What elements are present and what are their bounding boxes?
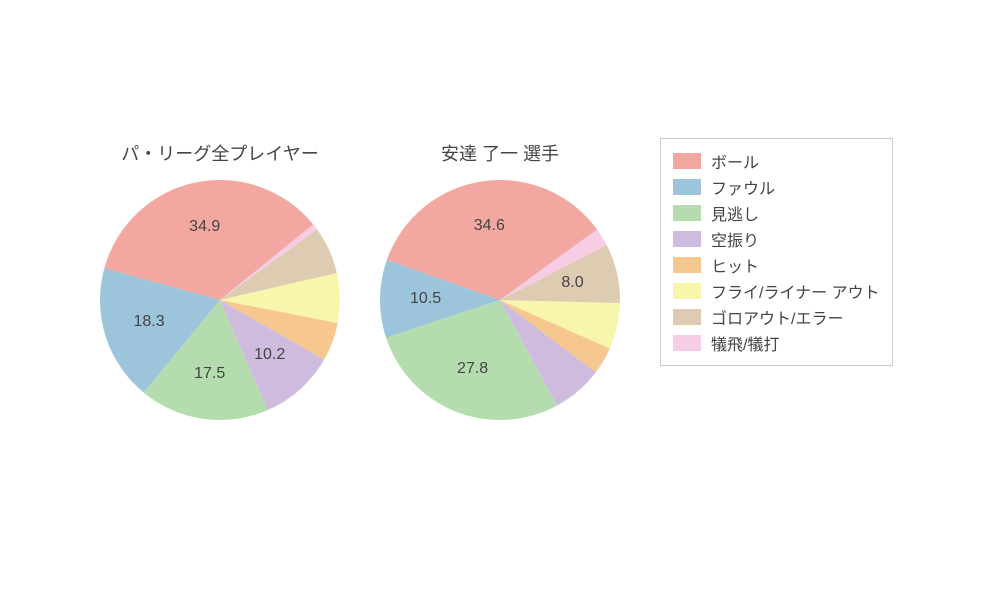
legend-label: ヒット bbox=[711, 253, 759, 277]
legend-swatch bbox=[673, 205, 701, 221]
pie-title: パ・リーグ全プレイヤー bbox=[121, 140, 318, 166]
pie-title: 安達 了一 選手 bbox=[441, 140, 559, 166]
legend-item: 見逃し bbox=[673, 201, 880, 225]
legend-label: 空振り bbox=[711, 227, 759, 251]
legend: ボールファウル見逃し空振りヒットフライ/ライナー アウトゴロアウト/エラー犠飛/… bbox=[660, 138, 893, 366]
legend-swatch bbox=[673, 231, 701, 247]
pie-chart bbox=[380, 180, 620, 420]
legend-label: ボール bbox=[711, 149, 759, 173]
legend-swatch bbox=[673, 335, 701, 351]
legend-item: 犠飛/犠打 bbox=[673, 331, 880, 355]
legend-item: ファウル bbox=[673, 175, 880, 199]
legend-label: 犠飛/犠打 bbox=[711, 331, 779, 355]
legend-label: フライ/ライナー アウト bbox=[711, 279, 880, 303]
legend-item: ボール bbox=[673, 149, 880, 173]
pie-chart bbox=[100, 180, 340, 420]
legend-label: ゴロアウト/エラー bbox=[711, 305, 843, 329]
chart-stage: パ・リーグ全プレイヤー34.918.317.510.2安達 了一 選手34.61… bbox=[0, 0, 1000, 600]
legend-swatch bbox=[673, 309, 701, 325]
legend-label: 見逃し bbox=[711, 201, 759, 225]
legend-item: ゴロアウト/エラー bbox=[673, 305, 880, 329]
legend-swatch bbox=[673, 153, 701, 169]
legend-swatch bbox=[673, 179, 701, 195]
legend-label: ファウル bbox=[711, 175, 775, 199]
legend-item: フライ/ライナー アウト bbox=[673, 279, 880, 303]
legend-swatch bbox=[673, 257, 701, 273]
legend-swatch bbox=[673, 283, 701, 299]
legend-item: 空振り bbox=[673, 227, 880, 251]
legend-item: ヒット bbox=[673, 253, 880, 277]
